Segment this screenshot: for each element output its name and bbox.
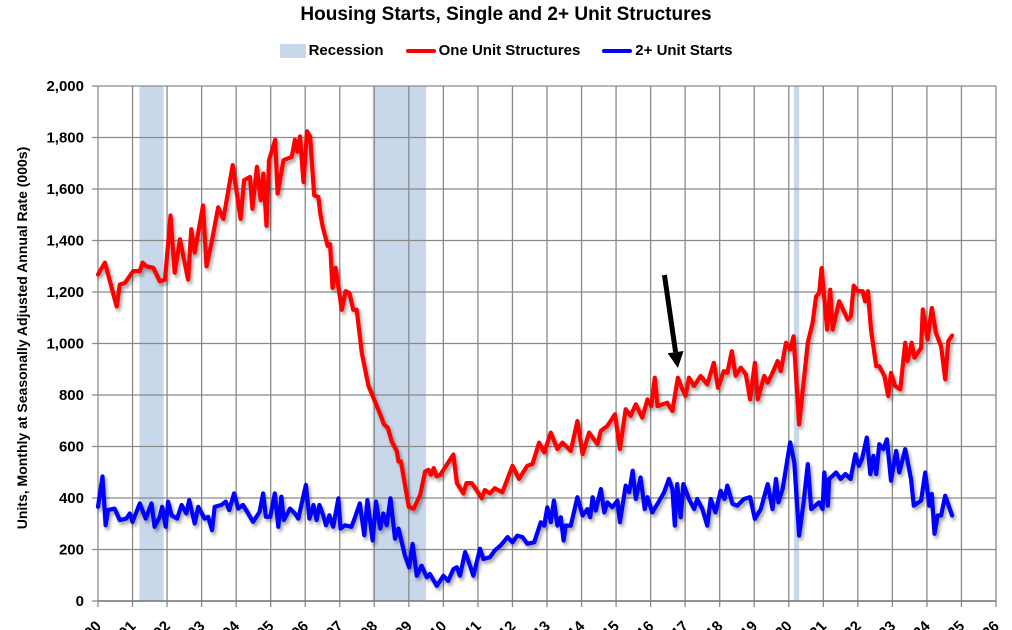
x-tick-label: 26: [979, 618, 1003, 630]
x-tick-label: 08: [357, 618, 381, 630]
legend-label-one-unit: One Unit Structures: [438, 42, 581, 59]
legend-label-two-plus: 2+ Unit Starts: [635, 42, 733, 59]
x-tick-label: 03: [185, 618, 209, 630]
x-tick-label: 07: [323, 618, 347, 630]
x-tick-label: 22: [841, 618, 865, 630]
y-tick-label: 1,400: [46, 233, 84, 250]
x-tick-label: 09: [392, 618, 416, 630]
y-tick-label: 1,600: [46, 181, 84, 198]
x-tick-label: 10: [426, 618, 450, 630]
legend-swatch-one-unit: [405, 48, 436, 53]
series-line-one-unit: [95, 129, 955, 511]
y-tick-label: 0: [76, 593, 84, 610]
y-tick-label: 1,200: [46, 284, 84, 301]
annotation-arrow-head: [667, 350, 684, 368]
x-tick-label: 16: [634, 618, 658, 630]
annotation-arrow-shaft: [661, 274, 679, 353]
x-tick-label: 21: [806, 618, 830, 630]
x-tick-label: 24: [910, 617, 934, 630]
x-tick-label: 06: [288, 618, 312, 630]
x-tick-label: 05: [254, 618, 278, 630]
legend-swatch-two-plus: [602, 48, 633, 53]
series-line-two-plus-unit: [95, 435, 955, 588]
x-tick-label: 04: [219, 617, 243, 630]
legend-item-two-plus: 2+ Unit Starts: [602, 42, 732, 59]
x-tick-label: 13: [530, 618, 554, 630]
y-tick-label: 800: [59, 387, 84, 404]
y-tick-label: 2,000: [46, 78, 84, 95]
x-tick-label: 02: [150, 618, 174, 630]
y-tick-label: 1,000: [46, 336, 84, 353]
legend-item-one-unit: One Unit Structures: [405, 42, 581, 59]
x-tick-label: 00: [81, 618, 105, 630]
legend-label-recession: Recession: [308, 42, 384, 59]
x-tick-label: 25: [944, 618, 968, 630]
legend-item-recession: Recession: [279, 42, 384, 59]
chart-title: Housing Starts, Single and 2+ Unit Struc…: [300, 4, 712, 25]
legend: Recession One Unit Structures 2+ Unit St…: [0, 42, 1012, 59]
x-tick-label: 15: [599, 618, 623, 630]
x-tick-label: 23: [875, 618, 899, 630]
x-tick-label: 11: [462, 618, 485, 630]
y-tick-label: 1,800: [46, 130, 84, 147]
y-tick-label: 600: [59, 439, 84, 456]
y-tick-label: 200: [59, 542, 84, 559]
x-tick-label: 18: [703, 618, 727, 630]
x-tick-label: 14: [565, 617, 589, 630]
x-tick-label: 19: [737, 618, 761, 630]
y-tick-label: 400: [59, 490, 84, 507]
x-tick-label: 20: [772, 618, 796, 630]
x-tick-label: 12: [495, 618, 519, 630]
legend-swatch-recession: [279, 43, 306, 58]
x-tick-label: 01: [116, 618, 140, 630]
x-tick-label: 17: [668, 618, 692, 630]
